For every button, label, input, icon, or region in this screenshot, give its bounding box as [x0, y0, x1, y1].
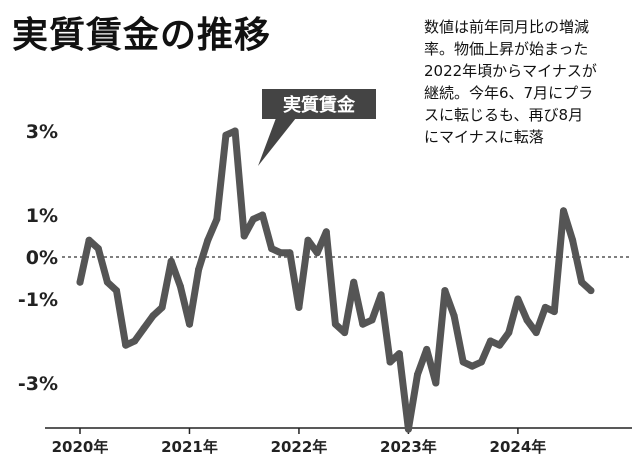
data-point: [432, 379, 440, 387]
data-point: [523, 316, 531, 324]
data-point: [295, 303, 303, 311]
data-point: [550, 308, 558, 316]
data-point: [103, 278, 111, 286]
y-axis-ticks: 3% 1% 0% -1% -3%: [18, 121, 58, 395]
note-line: スに転じるも、再び8月: [424, 106, 584, 124]
data-point: [231, 127, 239, 135]
data-point: [496, 341, 504, 349]
data-point: [386, 358, 394, 366]
data-point: [268, 245, 276, 253]
data-point: [404, 425, 412, 433]
data-point: [587, 287, 595, 295]
series-callout: 実質賃金: [258, 89, 376, 166]
y-tick-label: 1%: [26, 205, 58, 227]
callout-pointer: [258, 118, 296, 166]
data-point: [131, 337, 139, 345]
data-point: [122, 341, 130, 349]
data-point: [541, 303, 549, 311]
data-point: [414, 371, 421, 379]
x-tick-label: 2024年: [490, 438, 547, 456]
data-point: [158, 303, 166, 311]
series-line: [76, 127, 595, 433]
y-tick-label: -1%: [18, 289, 58, 311]
data-point: [459, 358, 467, 366]
note-line: 率。物価上昇が始まった: [424, 40, 589, 58]
data-point: [186, 320, 193, 328]
data-point: [149, 312, 157, 320]
data-point: [204, 236, 212, 244]
data-point: [477, 358, 485, 366]
data-point: [395, 350, 403, 358]
note-line: にマイナスに転落: [424, 128, 544, 146]
data-point: [578, 278, 586, 286]
data-point: [560, 207, 567, 215]
data-point: [331, 320, 339, 328]
data-point: [468, 362, 476, 370]
data-point: [195, 266, 203, 274]
data-point: [304, 236, 312, 244]
x-tick-label: 2020年: [52, 438, 109, 456]
data-point: [487, 337, 494, 345]
data-point: [350, 278, 358, 286]
data-point: [286, 249, 294, 257]
note-line: 2022年頃からマイナスが: [424, 62, 597, 80]
data-point: [85, 236, 93, 244]
data-point: [368, 316, 376, 324]
data-point: [341, 329, 349, 337]
data-point: [249, 215, 257, 223]
y-tick-label: 0%: [26, 247, 58, 269]
data-point: [505, 329, 513, 337]
data-point: [176, 282, 184, 290]
callout-box: [262, 89, 376, 119]
x-tick-label: 2023年: [380, 438, 437, 456]
chart-note: 数値は前年同月比の増減 率。物価上昇が始まった 2022年頃からマイナスが 継続…: [424, 16, 636, 148]
data-point: [113, 287, 120, 295]
data-point: [76, 278, 84, 286]
note-line: 継続。今年6、7月にプラ: [424, 84, 594, 102]
data-point: [423, 345, 431, 353]
data-point: [213, 215, 221, 223]
data-point: [140, 324, 148, 332]
data-point: [240, 232, 248, 240]
data-point: [532, 329, 540, 337]
data-point: [359, 320, 367, 328]
data-point: [450, 312, 458, 320]
chart-title: 実質賃金の推移: [12, 15, 272, 56]
y-tick-label: 3%: [26, 121, 58, 143]
x-axis-ticks: 2020年 2021年 2022年 2023年 2024年: [52, 428, 547, 456]
data-point: [322, 228, 330, 236]
data-point: [377, 291, 385, 299]
data-point: [167, 257, 175, 265]
data-point: [514, 295, 522, 303]
data-point: [569, 236, 577, 244]
y-tick-label: -3%: [18, 373, 58, 395]
data-point: [277, 249, 285, 257]
data-point: [94, 245, 102, 253]
data-point: [222, 131, 230, 139]
data-point: [441, 287, 449, 295]
note-line: 数値は前年同月比の増減: [424, 18, 590, 36]
x-tick-label: 2022年: [271, 438, 328, 456]
data-point: [259, 211, 266, 219]
callout-label: 実質賃金: [283, 94, 356, 116]
data-point: [313, 249, 321, 257]
x-tick-label: 2021年: [161, 438, 218, 456]
series-layer: [76, 127, 595, 433]
